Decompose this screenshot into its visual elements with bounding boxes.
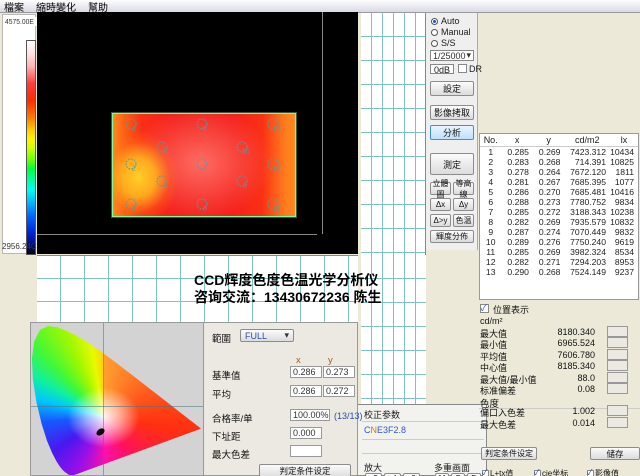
svg-text:12: 12 bbox=[273, 166, 281, 173]
svg-text:8: 8 bbox=[203, 205, 207, 212]
svg-text:13: 13 bbox=[273, 126, 281, 133]
svg-text:2: 2 bbox=[132, 166, 136, 173]
svg-text:4: 4 bbox=[163, 183, 167, 190]
svg-text:6: 6 bbox=[203, 126, 207, 133]
svg-text:11: 11 bbox=[273, 205, 280, 212]
svg-text:10: 10 bbox=[242, 148, 250, 155]
svg-text:3: 3 bbox=[132, 205, 136, 212]
svg-text:5: 5 bbox=[163, 148, 167, 155]
svg-text:9: 9 bbox=[243, 183, 247, 190]
svg-text:1: 1 bbox=[132, 126, 136, 133]
svg-text:7: 7 bbox=[203, 166, 207, 173]
